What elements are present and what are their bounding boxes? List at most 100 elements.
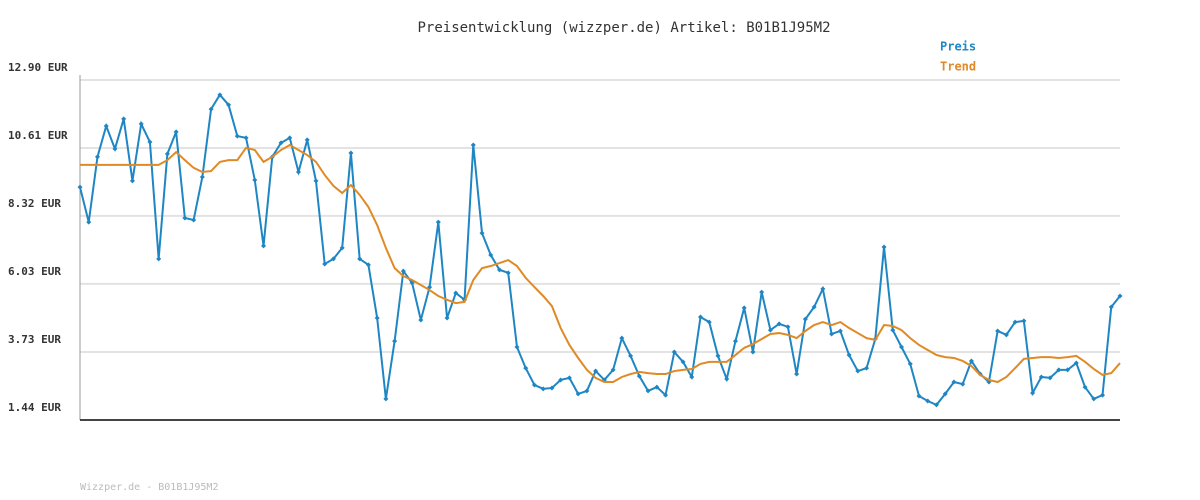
point-marker xyxy=(916,393,922,399)
point-marker xyxy=(995,328,1001,334)
point-marker xyxy=(138,121,144,127)
legend-label: Preis xyxy=(940,40,976,54)
point-marker xyxy=(846,352,852,358)
point-marker xyxy=(488,252,494,258)
point-marker xyxy=(470,142,476,148)
point-marker xyxy=(899,344,905,350)
point-marker xyxy=(698,314,704,320)
point-marker xyxy=(182,215,188,221)
point-marker xyxy=(671,349,677,355)
point-marker xyxy=(1073,360,1079,366)
point-marker xyxy=(1100,392,1106,398)
chart-title: Preisentwicklung (wizzper.de) Artikel: B… xyxy=(417,20,830,36)
point-marker xyxy=(1047,375,1053,381)
point-marker xyxy=(706,319,712,325)
point-marker xyxy=(1003,332,1009,338)
point-marker xyxy=(103,123,109,129)
point-marker xyxy=(593,368,599,374)
point-marker xyxy=(226,102,232,108)
point-marker xyxy=(619,335,625,341)
point-marker xyxy=(732,338,738,344)
point-marker xyxy=(505,270,511,276)
point-marker xyxy=(129,178,135,184)
point-marker xyxy=(820,286,826,292)
point-marker xyxy=(811,304,817,310)
footer: Wizzper.de - B01B1J95M2 xyxy=(80,482,218,493)
point-marker xyxy=(942,391,948,397)
point-marker xyxy=(1117,293,1123,299)
point-marker xyxy=(1030,390,1036,396)
point-marker xyxy=(514,344,520,350)
point-marker xyxy=(680,359,686,365)
point-marker xyxy=(610,367,616,373)
point-marker xyxy=(741,305,747,311)
legend-label: Trend xyxy=(940,60,976,74)
point-marker xyxy=(1065,367,1071,373)
point-marker xyxy=(304,137,310,143)
point-marker xyxy=(645,388,651,394)
point-marker xyxy=(121,116,127,122)
point-marker xyxy=(374,315,380,321)
point-marker xyxy=(715,353,721,359)
y-tick-label: 12.90 EUR xyxy=(8,61,68,74)
point-marker xyxy=(339,245,345,251)
point-marker xyxy=(794,371,800,377)
point-marker xyxy=(173,129,179,135)
point-marker xyxy=(558,377,564,383)
point-marker xyxy=(418,317,424,323)
point-marker xyxy=(549,385,555,391)
point-marker xyxy=(313,178,319,184)
point-marker xyxy=(628,353,634,359)
point-marker xyxy=(208,106,214,112)
point-marker xyxy=(496,267,502,273)
point-marker xyxy=(1012,319,1018,325)
point-marker xyxy=(357,256,363,262)
point-marker xyxy=(767,327,773,333)
point-marker xyxy=(951,379,957,385)
point-marker xyxy=(881,244,887,250)
point-marker xyxy=(479,230,485,236)
point-marker xyxy=(383,396,389,402)
point-marker xyxy=(234,133,240,139)
y-tick-label: 1.44 EUR xyxy=(8,401,61,414)
point-marker xyxy=(968,358,974,364)
point-marker xyxy=(689,374,695,380)
point-marker xyxy=(540,386,546,392)
point-marker xyxy=(636,373,642,379)
point-marker xyxy=(663,392,669,398)
point-marker xyxy=(112,146,118,152)
point-marker xyxy=(322,261,328,267)
point-marker xyxy=(217,92,223,98)
point-marker xyxy=(365,262,371,268)
point-marker xyxy=(453,290,459,296)
point-marker xyxy=(278,140,284,146)
point-marker xyxy=(435,219,441,225)
point-marker xyxy=(1082,384,1088,390)
point-marker xyxy=(348,150,354,156)
point-marker xyxy=(295,169,301,175)
point-marker xyxy=(77,184,83,190)
point-marker xyxy=(864,365,870,371)
point-marker xyxy=(802,316,808,322)
point-marker xyxy=(933,402,939,408)
y-tick-label: 8.32 EUR xyxy=(8,197,61,210)
point-marker xyxy=(890,327,896,333)
point-marker xyxy=(566,375,572,381)
y-tick-label: 6.03 EUR xyxy=(8,265,61,278)
point-marker xyxy=(330,256,336,262)
point-marker xyxy=(750,349,756,355)
point-marker xyxy=(531,382,537,388)
point-marker xyxy=(1091,396,1097,402)
point-marker xyxy=(584,388,590,394)
point-marker xyxy=(523,365,529,371)
point-marker xyxy=(785,324,791,330)
y-tick-label: 10.61 EUR xyxy=(8,129,68,142)
point-marker xyxy=(261,243,267,249)
point-marker xyxy=(855,368,861,374)
point-marker xyxy=(776,321,782,327)
point-marker xyxy=(654,384,660,390)
y-tick-label: 3.73 EUR xyxy=(8,333,61,346)
point-marker xyxy=(156,256,162,262)
point-marker xyxy=(1021,318,1027,324)
